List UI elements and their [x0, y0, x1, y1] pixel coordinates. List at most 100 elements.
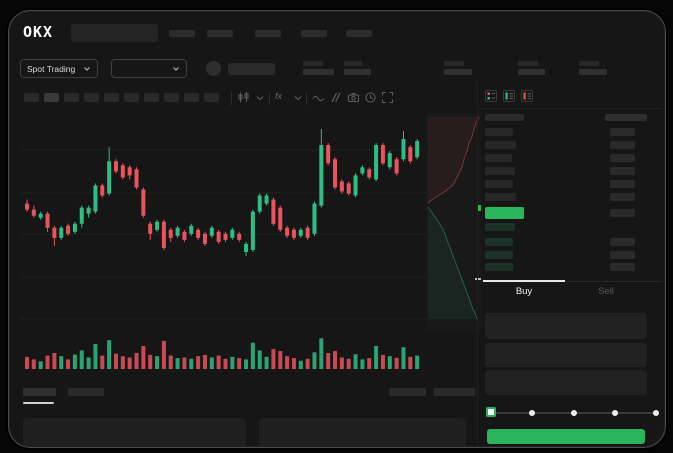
tab-buy[interactable]: Buy	[515, 286, 533, 297]
nav-item[interactable]	[301, 30, 327, 37]
candle-body	[196, 229, 201, 238]
price-input[interactable]	[485, 313, 647, 339]
slider-step-dot[interactable]	[653, 410, 659, 416]
chart-type-icon[interactable]	[237, 91, 250, 104]
timeframe-button[interactable]	[204, 93, 219, 102]
slider-step-dot[interactable]	[611, 410, 618, 416]
volume-bar	[134, 353, 139, 369]
candle-body	[168, 229, 173, 238]
timeframe-button[interactable]	[44, 93, 59, 102]
chevron-down-icon[interactable]	[293, 93, 306, 106]
compare-wave-icon[interactable]	[312, 91, 325, 104]
nav-item[interactable]	[207, 30, 233, 37]
candle-body	[161, 221, 166, 248]
chevron-down-icon	[84, 66, 90, 71]
candle-body	[25, 203, 29, 210]
orderbook-bid-row[interactable]	[485, 251, 513, 259]
candle-body	[155, 221, 160, 230]
orderbook-ask-row[interactable]	[485, 180, 513, 188]
chevron-down-icon	[173, 66, 179, 71]
buy-submit-button[interactable]	[487, 429, 645, 444]
timeframe-button[interactable]	[24, 93, 39, 102]
bottom-control[interactable]	[433, 388, 475, 396]
indicators-fx-icon[interactable]: fx	[275, 91, 283, 101]
volume-bar	[353, 354, 358, 369]
volume-bar	[291, 358, 296, 369]
orderbook-ask-row[interactable]	[485, 167, 515, 175]
last-price-badge[interactable]	[485, 207, 524, 219]
timeframe-button[interactable]	[184, 93, 199, 102]
candle-body	[127, 167, 132, 176]
volume-bar	[271, 349, 276, 369]
chevron-down-icon[interactable]	[255, 93, 268, 106]
timeframe-button[interactable]	[124, 93, 139, 102]
market-selector-button[interactable]: Spot Trading	[20, 59, 98, 78]
tab-sell[interactable]: Sell	[598, 286, 614, 297]
candle-body	[319, 145, 324, 206]
volume-bar	[237, 358, 242, 369]
orderbook-bid-row[interactable]	[485, 223, 515, 231]
bottom-tab[interactable]	[23, 388, 56, 396]
total-input[interactable]	[485, 370, 647, 395]
volume-bar	[223, 358, 228, 369]
book-asks-only-icon[interactable]	[521, 90, 533, 102]
candle-body	[141, 189, 146, 216]
timeframe-button[interactable]	[164, 93, 179, 102]
depth-bids-line	[427, 206, 478, 320]
amount-input[interactable]	[485, 343, 647, 367]
candle-body	[305, 227, 310, 238]
fullscreen-icon[interactable]	[381, 91, 394, 104]
orderbook-ask-row[interactable]	[485, 128, 513, 136]
orderbook-amount-bar	[610, 209, 635, 217]
timeframe-button[interactable]	[64, 93, 79, 102]
slider-step-dot[interactable]	[529, 410, 536, 416]
candlestick-chart	[21, 128, 426, 369]
volume-bar	[141, 345, 146, 369]
volume-bar	[380, 354, 385, 369]
nav-item[interactable]	[255, 30, 281, 37]
candle-body	[374, 145, 379, 180]
volume-bar	[100, 355, 105, 369]
volume-bar	[360, 359, 365, 369]
volume-bar	[401, 347, 406, 369]
volume-bar	[107, 340, 112, 369]
token-avatar	[206, 61, 221, 76]
ticker-stat-value	[344, 69, 371, 75]
volume-bar	[387, 356, 392, 369]
search-bar[interactable]	[71, 24, 158, 42]
volume-bar	[168, 355, 173, 369]
candle-body	[271, 199, 276, 224]
volume-bar	[148, 354, 153, 369]
timeframe-button[interactable]	[84, 93, 99, 102]
depth-mid-marker	[477, 205, 481, 211]
candle-body	[202, 233, 207, 244]
slider-step-dot[interactable]	[570, 410, 577, 416]
orderbook-bid-row[interactable]	[485, 263, 513, 271]
pair-selector-dropdown[interactable]	[111, 59, 187, 78]
volume-bar	[305, 358, 310, 369]
camera-icon[interactable]	[347, 91, 360, 104]
orderbook-amount-bar	[610, 263, 635, 271]
orderbook-bid-row[interactable]	[485, 238, 513, 246]
clock-icon[interactable]	[364, 91, 377, 104]
trading-app-window: OKX Spot Trading fx	[8, 10, 666, 448]
nav-item[interactable]	[346, 30, 372, 37]
candle-body	[66, 225, 71, 234]
layers-icon[interactable]	[329, 91, 342, 104]
volume-bar	[202, 354, 207, 369]
nav-item[interactable]	[169, 30, 195, 37]
timeframe-button[interactable]	[104, 93, 119, 102]
volume-bar	[59, 356, 64, 369]
orderbook-ask-row[interactable]	[485, 141, 516, 149]
bottom-tab[interactable]	[68, 388, 104, 396]
timeframe-button[interactable]	[144, 93, 159, 102]
orderbook-ask-row[interactable]	[485, 193, 516, 201]
orderbook-header-divider	[479, 108, 662, 109]
volume-bar	[52, 353, 57, 369]
amount-slider-handle[interactable]	[486, 407, 496, 417]
orderbook-ask-row[interactable]	[485, 154, 512, 162]
book-combined-icon[interactable]	[485, 90, 497, 102]
bottom-control[interactable]	[389, 388, 426, 396]
candle-body	[408, 147, 413, 162]
book-bids-only-icon[interactable]	[503, 90, 515, 102]
